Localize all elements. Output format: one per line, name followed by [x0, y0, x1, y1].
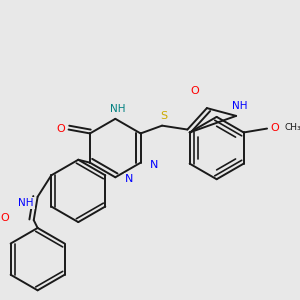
Text: NH: NH — [232, 101, 248, 111]
Text: NH: NH — [110, 104, 125, 114]
Text: S: S — [160, 111, 168, 121]
Text: CH₃: CH₃ — [284, 123, 300, 132]
Text: O: O — [0, 213, 9, 223]
Text: O: O — [191, 85, 200, 96]
Text: O: O — [271, 123, 279, 133]
Text: NH: NH — [18, 198, 34, 208]
Text: O: O — [56, 124, 65, 134]
Text: N: N — [150, 160, 158, 170]
Text: N: N — [125, 174, 133, 184]
